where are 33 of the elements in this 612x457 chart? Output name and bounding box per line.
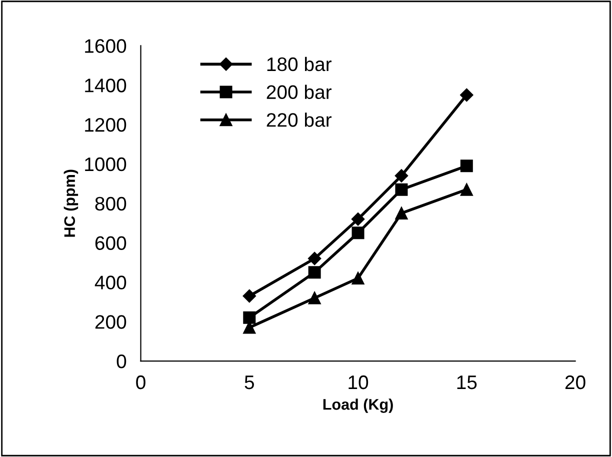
point — [460, 160, 473, 172]
point — [308, 252, 322, 266]
y-tick-label: 200 — [95, 315, 126, 329]
x-axis-title: Load (Kg) — [323, 398, 393, 413]
point — [395, 206, 408, 220]
y-tick-label: 600 — [95, 236, 126, 250]
x-tick-label: 15 — [457, 376, 477, 390]
x-tick-label: 5 — [244, 376, 254, 390]
point — [243, 311, 256, 324]
y-tick-label: 400 — [94, 276, 126, 290]
legend-label: 200 bar — [266, 84, 332, 100]
point — [308, 266, 321, 279]
point — [308, 292, 321, 304]
y-tick-label: 1200 — [85, 118, 126, 132]
point — [351, 212, 365, 226]
point — [460, 183, 473, 196]
point — [395, 183, 408, 196]
x-tick-label: 20 — [565, 375, 586, 390]
point — [352, 272, 364, 285]
y-tick-label: 1400 — [85, 78, 126, 92]
point — [394, 169, 408, 182]
legend-label: 180 bar — [267, 56, 332, 72]
y-tick-label: 1600 — [85, 39, 126, 53]
point — [242, 289, 256, 303]
y-axis-title: HC (ppm) — [64, 170, 78, 237]
x-tick-label: 10 — [348, 375, 368, 390]
point — [352, 226, 364, 240]
y-tick-label: 800 — [95, 196, 126, 211]
point — [460, 88, 474, 102]
legend-label: 220 bar — [266, 112, 332, 127]
y-tick-label: 0 — [116, 354, 126, 368]
y-tick-label: 1000 — [85, 157, 126, 172]
x-tick-label: 0 — [136, 375, 146, 390]
